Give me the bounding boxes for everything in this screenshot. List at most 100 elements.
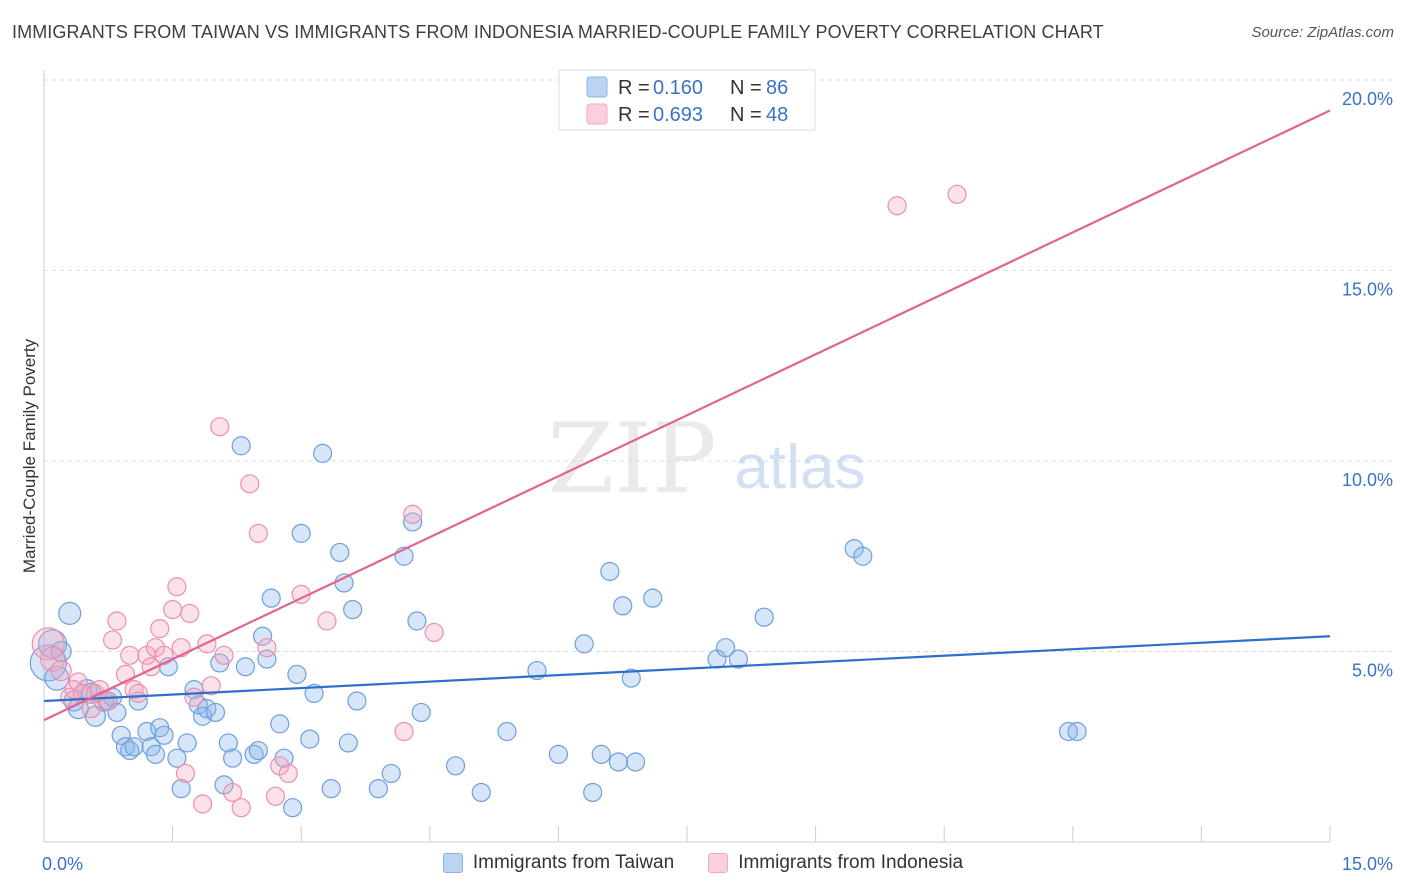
taiwan-point — [177, 733, 197, 753]
taiwan-point — [403, 512, 423, 532]
bottom-legend-swatch-indonesia — [708, 853, 729, 873]
taiwan-point — [407, 611, 427, 631]
taiwan-point — [338, 733, 358, 753]
indonesia-point — [167, 577, 187, 597]
indonesia-point — [163, 599, 183, 620]
taiwan-point — [600, 561, 620, 582]
indonesia-point — [947, 184, 967, 204]
y-axis-title: Married-Couple Family Poverty — [20, 338, 39, 573]
bottom-legend-indonesia: Immigrants from Indonesia — [708, 852, 963, 874]
taiwan-point — [37, 629, 68, 659]
taiwan-point — [591, 744, 611, 764]
taiwan-point — [300, 729, 320, 749]
taiwan-point — [411, 702, 431, 723]
taiwan-point — [218, 733, 238, 753]
taiwan-point — [853, 546, 873, 566]
taiwan-point — [754, 607, 774, 627]
indonesia-point — [107, 611, 127, 631]
taiwan-point — [235, 657, 256, 677]
taiwan-point — [287, 664, 307, 684]
legend-swatch-indonesia — [586, 103, 608, 125]
taiwan-point — [381, 763, 401, 784]
bottom-legend-taiwan: Immigrants from Taiwan — [442, 852, 675, 874]
taiwan-point — [343, 599, 363, 620]
taiwan-point — [205, 702, 226, 723]
indonesia-point — [175, 763, 196, 784]
taiwan-point — [167, 748, 187, 768]
taiwan-point — [715, 638, 736, 658]
taiwan-point — [223, 748, 243, 768]
taiwan-point — [253, 626, 273, 646]
taiwan-point — [347, 691, 367, 711]
indonesia-point — [154, 645, 174, 665]
indonesia-point — [214, 645, 234, 665]
indonesia-trend-line — [43, 109, 1331, 722]
gridlines — [44, 79, 1393, 652]
taiwan-point — [29, 644, 67, 682]
legend-indonesia-n-value: 48 — [766, 104, 788, 126]
taiwan-point — [257, 649, 277, 669]
chart-title: IMMIGRANTS FROM TAIWAN VS IMMIGRANTS FRO… — [12, 22, 1104, 42]
indonesia-point — [210, 417, 230, 437]
indonesia-point — [120, 645, 140, 665]
x-ticks — [172, 826, 1331, 842]
source-label: Source: ZipAtlas.com — [1251, 24, 1394, 41]
taiwan-point — [621, 668, 641, 688]
taiwan-point — [445, 756, 466, 776]
taiwan-point — [625, 752, 646, 772]
taiwan-point — [124, 737, 144, 757]
y-tick-label: 15.0% — [1342, 280, 1393, 300]
legend-taiwan-n-value: 86 — [766, 77, 788, 99]
y-tick-label: 10.0% — [1342, 470, 1393, 490]
taiwan-point — [145, 744, 166, 764]
legend-taiwan-r-label: R = — [618, 77, 650, 99]
taiwan-point — [304, 683, 324, 704]
indonesia-point — [887, 196, 907, 216]
indonesia-points — [31, 184, 967, 818]
x-tick-label-max: 15.0% — [1342, 854, 1393, 874]
indonesia-point — [68, 672, 88, 692]
indonesia-point — [39, 646, 66, 672]
indonesia-point — [102, 630, 123, 650]
indonesia-point — [98, 691, 118, 711]
taiwan-point — [231, 436, 251, 456]
legend-taiwan-r-value: 0.160 — [653, 77, 703, 99]
legend: R = 0.160 N = 86 R = 0.693 N = 48 — [558, 69, 816, 131]
y-tick-label: 5.0% — [1352, 661, 1393, 681]
taiwan-point — [608, 752, 629, 772]
indonesia-point — [394, 721, 414, 742]
indonesia-point — [201, 676, 221, 696]
taiwan-point — [548, 744, 569, 764]
taiwan-point — [574, 634, 594, 654]
watermark-zip: ZIP — [547, 403, 716, 515]
indonesia-point — [223, 782, 243, 803]
indonesia-point — [193, 794, 213, 814]
trend-lines — [43, 109, 1331, 722]
bottom-legend-swatch-taiwan — [442, 853, 463, 873]
taiwan-point — [313, 443, 333, 463]
taiwan-point — [1067, 721, 1087, 742]
taiwan-trend-line — [43, 635, 1331, 703]
taiwan-point — [583, 782, 603, 803]
taiwan-point — [321, 779, 341, 799]
taiwan-point — [154, 725, 174, 745]
taiwan-point — [171, 779, 191, 799]
taiwan-point — [270, 714, 290, 734]
taiwan-point — [291, 523, 311, 543]
taiwan-point — [334, 573, 354, 593]
legend-indonesia-n-label: N = — [730, 104, 762, 126]
bottom-legend-label-indonesia: Immigrants from Indonesia — [738, 852, 964, 873]
indonesia-point — [278, 763, 298, 784]
taiwan-point — [497, 721, 517, 742]
legend-indonesia-r-label: R = — [618, 104, 650, 126]
indonesia-point — [317, 611, 337, 631]
indonesia-point — [424, 622, 444, 643]
bottom-legend-label-taiwan: Immigrants from Taiwan — [472, 852, 675, 873]
indonesia-point — [31, 627, 65, 661]
indonesia-point — [265, 786, 286, 806]
legend-swatch-taiwan — [586, 76, 608, 98]
legend-taiwan-n-label: N = — [730, 77, 762, 99]
y-tick-labels: 5.0% 10.0% 15.0% 20.0% — [1342, 89, 1393, 681]
indonesia-point — [257, 638, 277, 658]
